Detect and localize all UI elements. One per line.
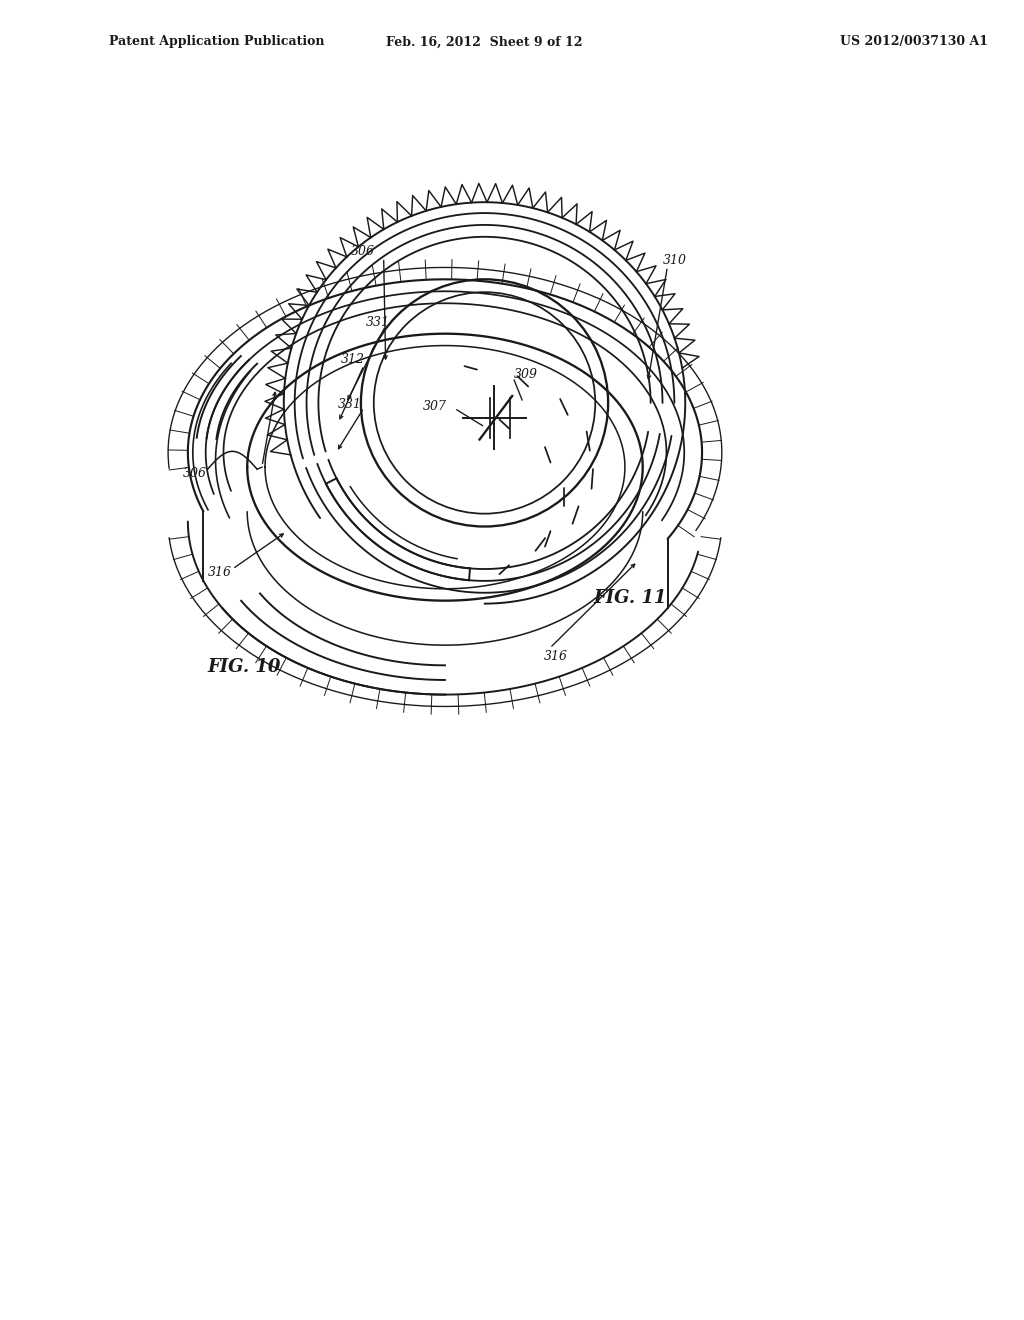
Text: 306: 306 (351, 244, 375, 257)
Text: Patent Application Publication: Patent Application Publication (109, 36, 325, 49)
Text: 309: 309 (514, 368, 539, 381)
Text: US 2012/0037130 A1: US 2012/0037130 A1 (841, 36, 988, 49)
Text: FIG. 11: FIG. 11 (593, 589, 667, 607)
Text: 331: 331 (366, 315, 390, 329)
Text: 316: 316 (544, 649, 568, 663)
Text: 307: 307 (423, 400, 447, 413)
Text: FIG. 10: FIG. 10 (208, 657, 281, 676)
Text: 316: 316 (208, 566, 231, 579)
Text: 310: 310 (663, 255, 686, 268)
Text: 306: 306 (183, 467, 207, 480)
Text: Feb. 16, 2012  Sheet 9 of 12: Feb. 16, 2012 Sheet 9 of 12 (386, 36, 583, 49)
Text: 312: 312 (341, 354, 366, 367)
Text: 331: 331 (338, 397, 362, 411)
